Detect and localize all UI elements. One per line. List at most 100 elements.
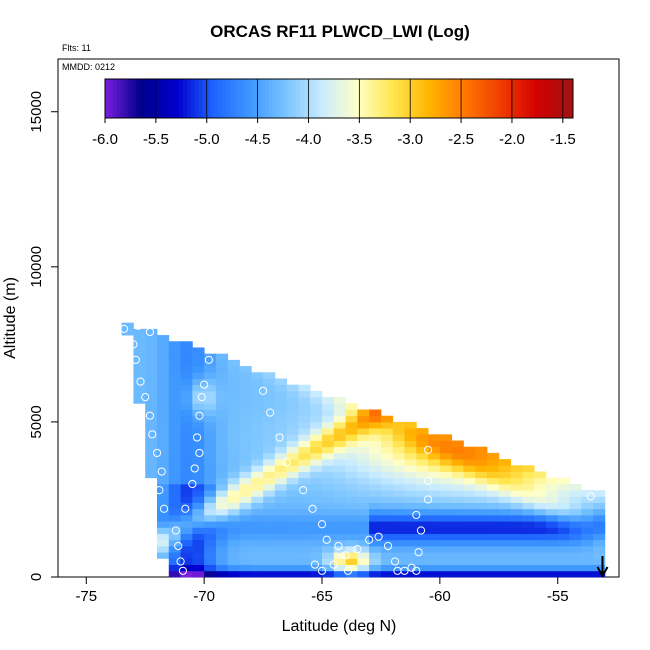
heatmap-cell bbox=[593, 564, 606, 572]
heatmap-cell bbox=[569, 539, 582, 547]
heatmap-cell bbox=[192, 446, 205, 454]
heatmap-cell bbox=[416, 521, 429, 528]
heatmap-cell bbox=[569, 545, 582, 553]
heatmap-cell bbox=[298, 539, 311, 547]
y-tick-label: 0 bbox=[28, 573, 45, 581]
colorbar-segment bbox=[167, 79, 172, 118]
heatmap-cell bbox=[404, 465, 417, 472]
observation-point bbox=[374, 532, 383, 541]
down-arrow-head bbox=[596, 566, 609, 579]
heatmap-cell bbox=[204, 564, 217, 572]
heatmap-cell bbox=[451, 552, 464, 559]
heatmap-cell bbox=[192, 390, 205, 398]
observation-point bbox=[157, 467, 166, 476]
heatmap-cell bbox=[569, 552, 582, 559]
heatmap-cell bbox=[369, 539, 382, 547]
heatmap-cell bbox=[145, 440, 158, 448]
heatmap-cell bbox=[298, 384, 311, 392]
colorbar-segment bbox=[498, 79, 504, 118]
heatmap-cell bbox=[451, 558, 464, 565]
colorbar-segment bbox=[428, 79, 434, 118]
heatmap-cell bbox=[463, 539, 476, 547]
heatmap-cell bbox=[215, 483, 229, 491]
heatmap-cell bbox=[463, 545, 476, 553]
heatmap-cell bbox=[239, 415, 252, 423]
heatmap-cell bbox=[404, 539, 417, 547]
heatmap-cell bbox=[286, 533, 299, 541]
heatmap-cell bbox=[157, 335, 170, 342]
heatmap-cell bbox=[498, 471, 511, 479]
end-marker bbox=[596, 556, 609, 579]
observation-point bbox=[181, 504, 190, 513]
heatmap-cell bbox=[192, 397, 205, 404]
heatmap-cell bbox=[168, 366, 181, 373]
colorbar-segment bbox=[249, 79, 254, 118]
heatmap-cell bbox=[180, 477, 193, 485]
heatmap-cell bbox=[498, 477, 511, 485]
heatmap-cell bbox=[463, 459, 476, 466]
observation-point bbox=[251, 346, 261, 355]
heatmap-cell bbox=[286, 415, 299, 423]
observation-point bbox=[308, 504, 317, 513]
heatmap-cell bbox=[369, 440, 382, 448]
heatmap-cell bbox=[215, 533, 229, 541]
heatmap-cell bbox=[133, 347, 146, 355]
colorbar-segment bbox=[280, 79, 285, 118]
heatmap-cell bbox=[428, 527, 441, 534]
heatmap-cell bbox=[545, 483, 559, 491]
colorbar-segment bbox=[378, 79, 383, 118]
heatmap-cell bbox=[439, 514, 453, 522]
observation-point bbox=[299, 486, 308, 495]
heatmap-cell bbox=[215, 539, 229, 547]
heatmap-cell bbox=[322, 471, 335, 479]
heatmap-cell bbox=[416, 471, 429, 479]
colorbar-segment bbox=[288, 79, 293, 118]
colorbar-segment bbox=[186, 79, 192, 118]
observation-point bbox=[412, 566, 421, 575]
heatmap-cell bbox=[168, 397, 181, 404]
heatmap-cell bbox=[192, 434, 205, 441]
heatmap-cell bbox=[404, 446, 417, 454]
heatmap-cell bbox=[581, 558, 594, 565]
heatmap-cell bbox=[404, 434, 417, 441]
heatmap-cell bbox=[239, 440, 252, 448]
heatmap-cell bbox=[545, 552, 559, 559]
heatmap-cell bbox=[581, 496, 594, 503]
observation-point bbox=[334, 541, 343, 551]
heatmap-cell bbox=[522, 496, 535, 503]
heatmap-cell bbox=[274, 508, 288, 516]
heatmap-cell bbox=[180, 446, 193, 454]
x-axis: -75 -70 -65 -60 -55 bbox=[75, 577, 569, 605]
heatmap-cell bbox=[475, 496, 488, 503]
heatmap-cell bbox=[380, 452, 394, 460]
colorbar-segment bbox=[147, 79, 153, 118]
heatmap-cell bbox=[274, 390, 288, 398]
observation-point bbox=[159, 504, 169, 513]
heatmap-cell bbox=[428, 558, 441, 565]
heatmap-cell bbox=[416, 545, 429, 553]
colorbar-segment bbox=[112, 79, 118, 118]
colorbar-segment bbox=[389, 79, 395, 118]
heatmap-cell bbox=[251, 465, 264, 472]
colorbar-segment bbox=[268, 79, 274, 118]
observation-point bbox=[145, 327, 155, 337]
observation-point bbox=[591, 479, 600, 489]
heatmap-cell bbox=[357, 508, 370, 516]
heatmap-cell bbox=[510, 570, 523, 578]
heatmap-cell bbox=[263, 446, 276, 454]
heatmap-cell bbox=[263, 570, 276, 578]
heatmap-cell bbox=[180, 545, 193, 553]
heatmap-cell bbox=[404, 558, 417, 565]
heatmap-cell bbox=[487, 508, 500, 516]
heatmap-cell bbox=[251, 502, 264, 510]
colorbar-segment bbox=[261, 79, 266, 118]
heatmap-cell bbox=[274, 384, 288, 392]
observation-point bbox=[593, 458, 602, 467]
heatmap-cell bbox=[239, 471, 252, 479]
heatmap-cell bbox=[145, 421, 158, 429]
colorbar-segment bbox=[323, 79, 328, 118]
observation-point bbox=[329, 560, 338, 569]
heatmap-cell bbox=[133, 384, 146, 392]
heatmap-cell bbox=[180, 372, 193, 379]
heatmap-cell bbox=[357, 409, 370, 417]
